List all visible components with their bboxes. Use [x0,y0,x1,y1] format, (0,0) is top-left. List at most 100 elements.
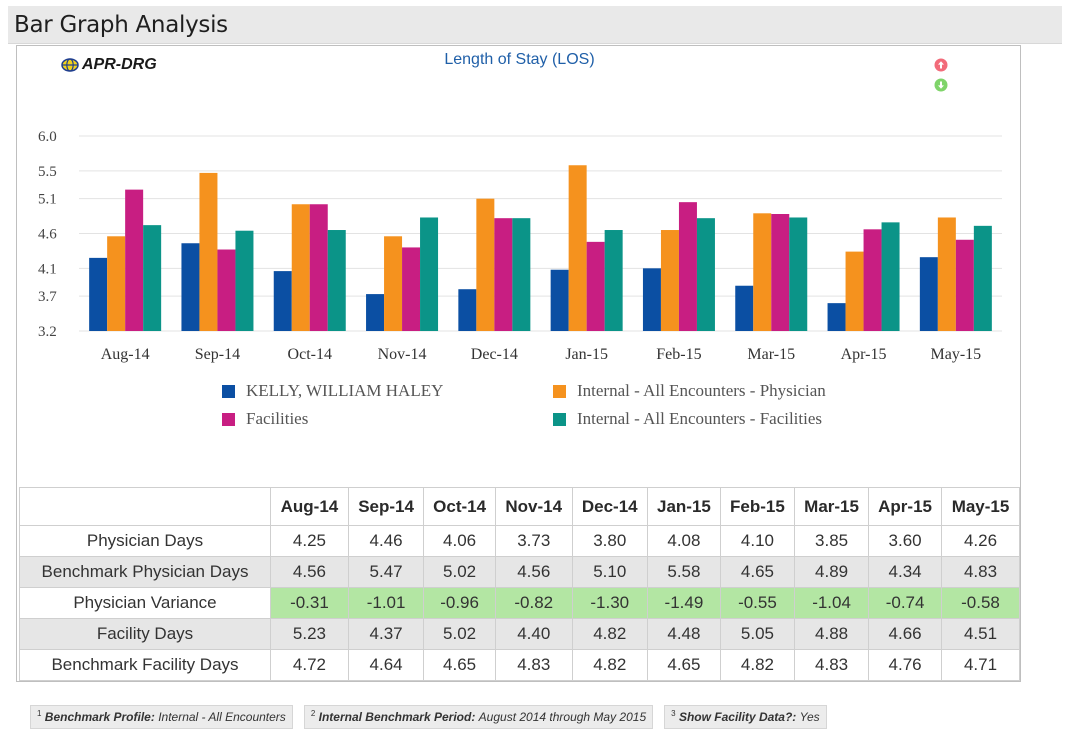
table-cell: 3.73 [494,525,573,557]
legend-swatch [553,412,566,426]
table-cell: 4.06 [423,525,496,557]
page-title: Bar Graph Analysis [14,12,228,38]
x-tick-label: Sep-14 [195,346,240,363]
bar [937,217,956,331]
bar [476,198,495,331]
table-cell: 5.58 [646,556,721,588]
table-cell: 3.60 [868,525,943,557]
legend-label: Facilities [246,409,309,428]
bar [420,217,439,331]
bar [494,218,513,331]
footnote-value: Internal - All Encounters [158,710,286,724]
bar [919,257,938,331]
row-label: Physician Days [19,525,271,557]
table-cell: 5.10 [571,556,648,588]
bar [660,230,679,331]
column-header: Dec-14 [571,487,648,526]
table-cell: 4.65 [423,649,496,681]
table-cell: -0.96 [423,587,496,619]
table-cell: 5.47 [347,556,425,588]
legend-label: Internal - All Encounters - Facilities [577,409,823,428]
legend-swatch [222,412,235,426]
bar [827,303,846,331]
table-cell: -0.55 [719,587,796,619]
bar [604,230,623,331]
bar [568,165,587,331]
table-cell: 4.56 [270,556,349,588]
footnote: 3 Show Facility Data?: Yes [664,705,827,729]
bar [199,172,218,331]
table-cell: -1.04 [793,587,870,619]
bar-chart: 6.0 5.5 5.1 4.6 4.1 3.7 3.2 Aug-14 Sep-14 Oct-14 N… [38,129,1002,363]
x-tick-label: Jan-15 [565,346,608,363]
table-cell: -1.30 [571,587,648,619]
legend-item[interactable]: Internal - All Encounters - Facilities [553,409,822,429]
column-header: May-15 [941,487,1020,526]
bar [217,249,236,331]
column-header: Oct-14 [423,487,496,526]
bar [402,247,421,331]
table-cell: 4.56 [494,556,573,588]
bar [845,251,864,331]
column-header: Mar-15 [793,487,870,526]
table-cell: 5.05 [719,618,796,650]
bar [125,189,144,331]
legend-swatch [222,384,235,398]
bar [789,217,808,331]
table-cell: 4.25 [270,525,349,557]
y-tick-label: 3.2 [38,324,57,340]
table-cell: 4.48 [646,618,721,650]
bar [384,236,403,331]
table-cell: 4.89 [793,556,870,588]
bar [89,257,108,331]
bar [458,289,477,331]
footnote-label: Benchmark Profile: [44,710,155,724]
bar [181,243,200,331]
row-label: Benchmark Physician Days [19,556,271,588]
bar [327,230,346,331]
table-row: Benchmark Physician Days 4.56 5.47 5.02 … [19,556,1020,588]
x-tick-label: Dec-14 [471,346,518,363]
table-cell: -0.31 [270,587,349,619]
table-cell: 4.64 [347,649,425,681]
table-cell: 3.80 [571,525,648,557]
bar [550,269,569,331]
legend-item[interactable]: KELLY, WILLIAM HALEY [222,381,443,401]
column-header: Apr-15 [868,487,943,526]
column-header: Sep-14 [347,487,425,526]
y-tick-label: 4.1 [38,261,57,277]
table-cell: 4.34 [868,556,943,588]
table-row: Facility Days 5.23 4.37 5.02 4.40 4.82 4… [19,618,1020,650]
table-cell: -0.74 [868,587,943,619]
table-cell: 4.51 [941,618,1020,650]
table-cell: 4.83 [494,649,573,681]
table-cell: 5.23 [270,618,349,650]
footnote-number: 3 [671,709,676,718]
row-label: Benchmark Facility Days [19,649,271,681]
bar [771,214,790,331]
y-tick-label: 5.1 [38,192,57,208]
legend-item[interactable]: Facilities [222,409,308,429]
table-cell: 4.40 [494,618,573,650]
footnote: 2 Internal Benchmark Period: August 2014… [303,705,654,729]
bar [107,236,126,331]
y-tick-label: 4.6 [38,227,57,243]
chart-legend: KELLY, WILLIAM HALEY Internal - All Enco… [17,379,1022,439]
arrow-down-circle-icon[interactable] [934,78,948,92]
table-cell: 5.02 [423,618,496,650]
table-row: Physician Variance -0.31 -1.01 -0.96 -0.… [19,587,1020,619]
footnote-number: 2 [310,709,316,718]
legend-item[interactable]: Internal - All Encounters - Physician [553,381,826,401]
table-cell: 4.26 [941,525,1020,557]
table-cell: 4.71 [941,649,1020,681]
y-tick-label: 5.5 [38,164,57,180]
bar [291,204,310,331]
bar [366,294,385,331]
arrow-up-circle-icon[interactable] [934,58,948,72]
table-cell: 4.72 [270,649,349,681]
page-header: Bar Graph Analysis [8,6,1062,44]
data-table: Aug-14 Sep-14 Oct-14 Nov-14 Dec-14 Jan-1… [19,487,1020,681]
bar [753,213,772,331]
footnote-number: 1 [37,709,42,718]
column-header: Nov-14 [494,487,573,526]
